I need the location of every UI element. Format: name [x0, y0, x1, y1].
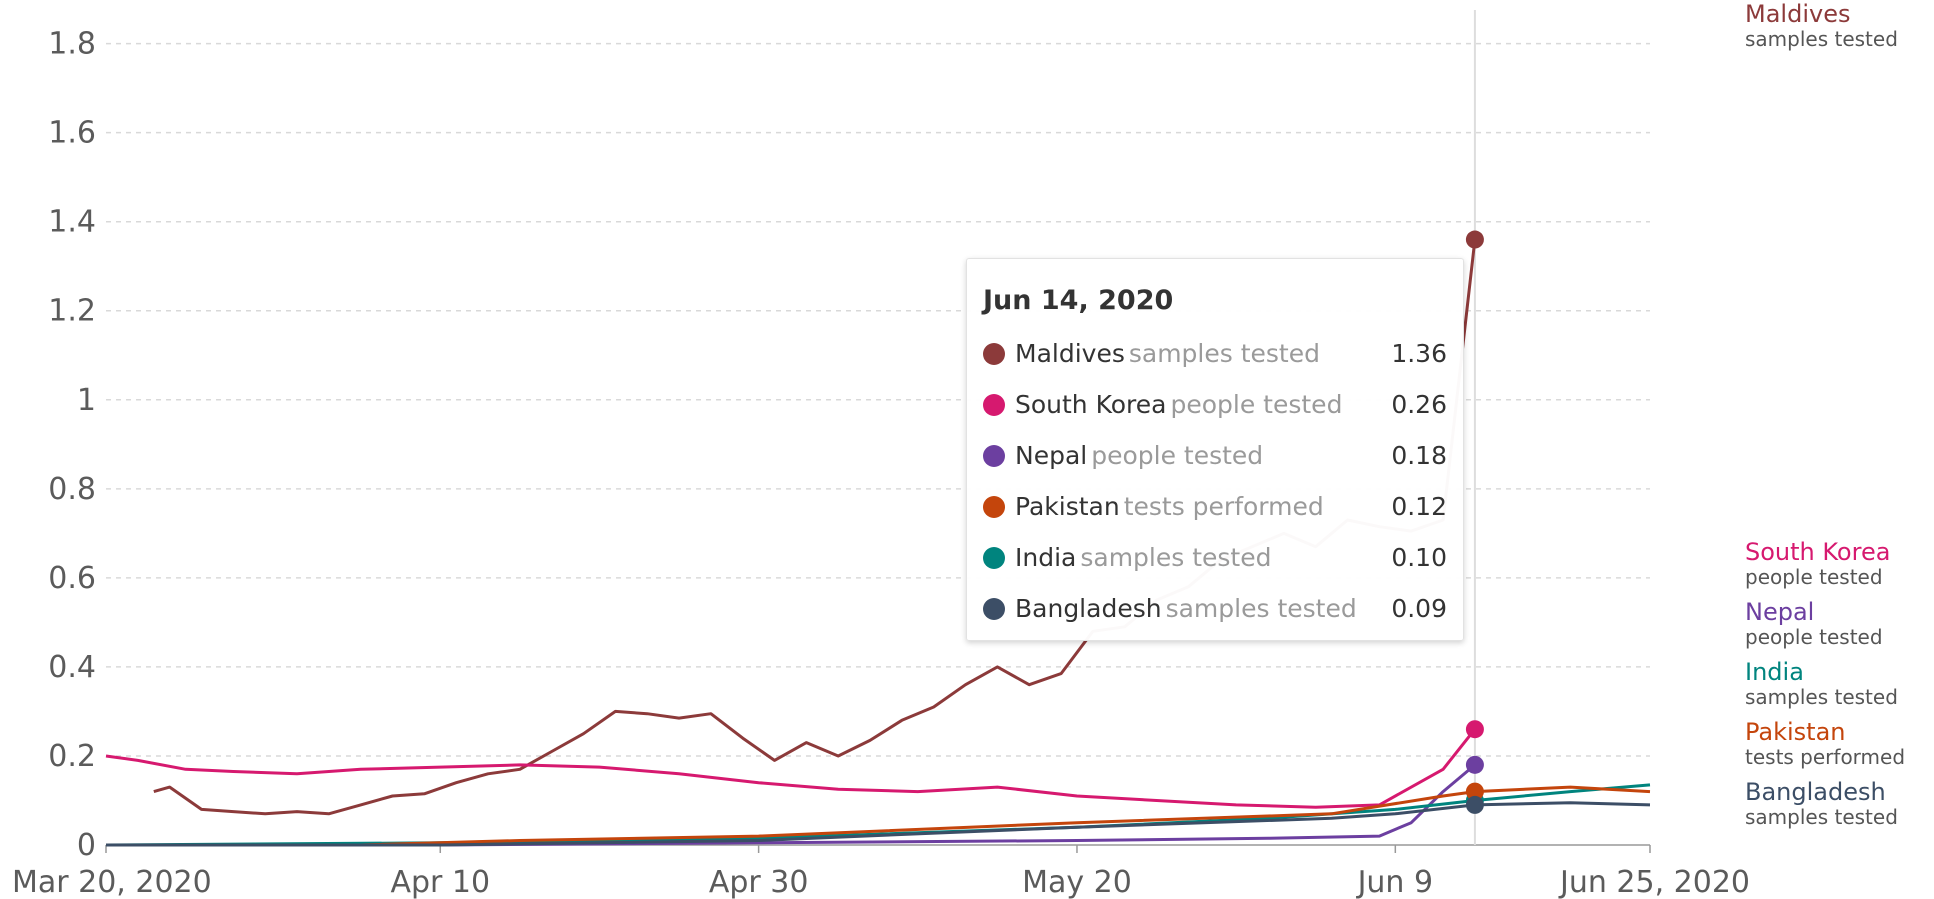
- tooltip-row-dot: [983, 597, 1005, 620]
- tooltip-row-entity: Nepal: [1015, 441, 1088, 470]
- tooltip-row-entity: Bangladesh: [1015, 594, 1162, 623]
- x-tick-label: Apr 30: [709, 865, 809, 899]
- x-tick-label: Jun 25, 2020: [1558, 865, 1750, 899]
- end-label-name: South Korea: [1745, 538, 1890, 566]
- hover-tooltip: Jun 14, 2020 Maldives samples tested 1.36 S…: [966, 258, 1464, 641]
- series-line-pakistan: [106, 785, 1651, 847]
- end-label-metric: people tested: [1745, 565, 1883, 589]
- marker-maldives: [1465, 230, 1484, 249]
- tooltip-row-entity: India: [1015, 543, 1077, 572]
- marker-bangladesh: [1465, 795, 1484, 814]
- tooltip-row-value: 0.12: [1391, 492, 1447, 521]
- tooltip-row-dot: [983, 444, 1005, 467]
- tooltip-rows: Maldives samples tested 1.36 South Korea peo…: [983, 328, 1447, 634]
- marker-nepal: [1465, 755, 1484, 774]
- x-tick-label: Mar 20, 2020: [12, 865, 212, 899]
- y-tick-label: 0.2: [48, 739, 96, 774]
- tooltip-row: Maldives samples tested 1.36: [983, 328, 1447, 379]
- end-label-metric: samples tested: [1745, 685, 1898, 709]
- y-tick-label: 1.8: [48, 27, 96, 62]
- x-tick-label: May 20: [1022, 865, 1132, 899]
- tooltip-row-metric: people tested: [1091, 441, 1264, 470]
- tooltip-row-value: 0.10: [1391, 543, 1447, 572]
- y-tick-label: 0.8: [48, 472, 96, 507]
- end-label-name: Maldives: [1745, 0, 1850, 28]
- tooltip-row: Nepal people tested 0.18: [983, 430, 1447, 481]
- marker-south-korea: [1465, 720, 1484, 739]
- end-label-metric: tests performed: [1745, 745, 1905, 769]
- series-line-south-korea: [105, 728, 1477, 809]
- end-label-name: Bangladesh: [1745, 778, 1886, 806]
- tooltip-row-metric: people tested: [1170, 390, 1343, 419]
- end-label-metric: samples tested: [1745, 805, 1898, 829]
- y-tick-label: 1.6: [48, 116, 96, 151]
- hover-markers: [1465, 230, 1484, 814]
- end-label-name: Pakistan: [1745, 718, 1846, 746]
- y-tick-label: 0.6: [48, 561, 96, 596]
- end-label-name: India: [1745, 658, 1804, 686]
- tooltip-row-dot: [983, 393, 1005, 416]
- grid-lines: [106, 42, 1650, 846]
- y-tick-label: 1.4: [48, 205, 96, 240]
- tooltip-date: Jun 14, 2020: [983, 285, 1174, 316]
- y-tick-label: 0: [77, 828, 96, 863]
- y-tick-label: 0.4: [48, 650, 96, 685]
- y-axis-ticks: 0 0.2 0.4 0.6 0.8 1 1.2 1.4 1.6 1.8: [48, 27, 96, 863]
- x-axis-ticks: Mar 20, 2020 Apr 10 Apr 30 May 20 Jun 9 Jun 2…: [12, 845, 1750, 899]
- marker-pakistan: [1465, 782, 1484, 801]
- tooltip-row-entity: Pakistan: [1015, 492, 1120, 521]
- tooltip-row-value: 0.09: [1391, 594, 1447, 623]
- y-tick-label: 1: [77, 383, 96, 418]
- tooltip-row-dot: [983, 342, 1005, 365]
- tooltip-row: Pakistan tests performed 0.12: [983, 481, 1447, 532]
- x-tick-label: Apr 10: [390, 865, 490, 899]
- tooltip-row-dot: [983, 546, 1005, 569]
- tooltip-row-dot: [983, 495, 1005, 518]
- tooltip-row-metric: tests performed: [1123, 492, 1324, 521]
- tooltip-row: India samples tested 0.10: [983, 532, 1447, 583]
- x-tick-label: Jun 9: [1356, 865, 1434, 899]
- series-line-bangladesh: [106, 801, 1651, 847]
- end-label-metric: people tested: [1745, 625, 1883, 649]
- tooltip-row-metric: samples tested: [1128, 339, 1320, 368]
- tooltip-row-metric: samples tested: [1080, 543, 1272, 572]
- tooltip-row-value: 1.36: [1391, 339, 1447, 368]
- y-tick-label: 1.2: [48, 294, 96, 329]
- tooltip-row-metric: samples tested: [1165, 594, 1357, 623]
- series-lines[interactable]: [105, 239, 1651, 847]
- tooltip-row-entity: Maldives: [1015, 339, 1125, 368]
- tooltip-row-entity: South Korea: [1015, 390, 1167, 419]
- end-label-metric: samples tested: [1745, 27, 1898, 51]
- tooltip-row-value: 0.26: [1391, 390, 1447, 419]
- tooltip-row: South Korea people tested 0.26: [983, 379, 1447, 430]
- end-label-name: Nepal: [1745, 598, 1814, 626]
- tooltip-row: Bangladesh samples tested 0.09: [983, 583, 1447, 634]
- tooltip-row-value: 0.18: [1391, 441, 1447, 470]
